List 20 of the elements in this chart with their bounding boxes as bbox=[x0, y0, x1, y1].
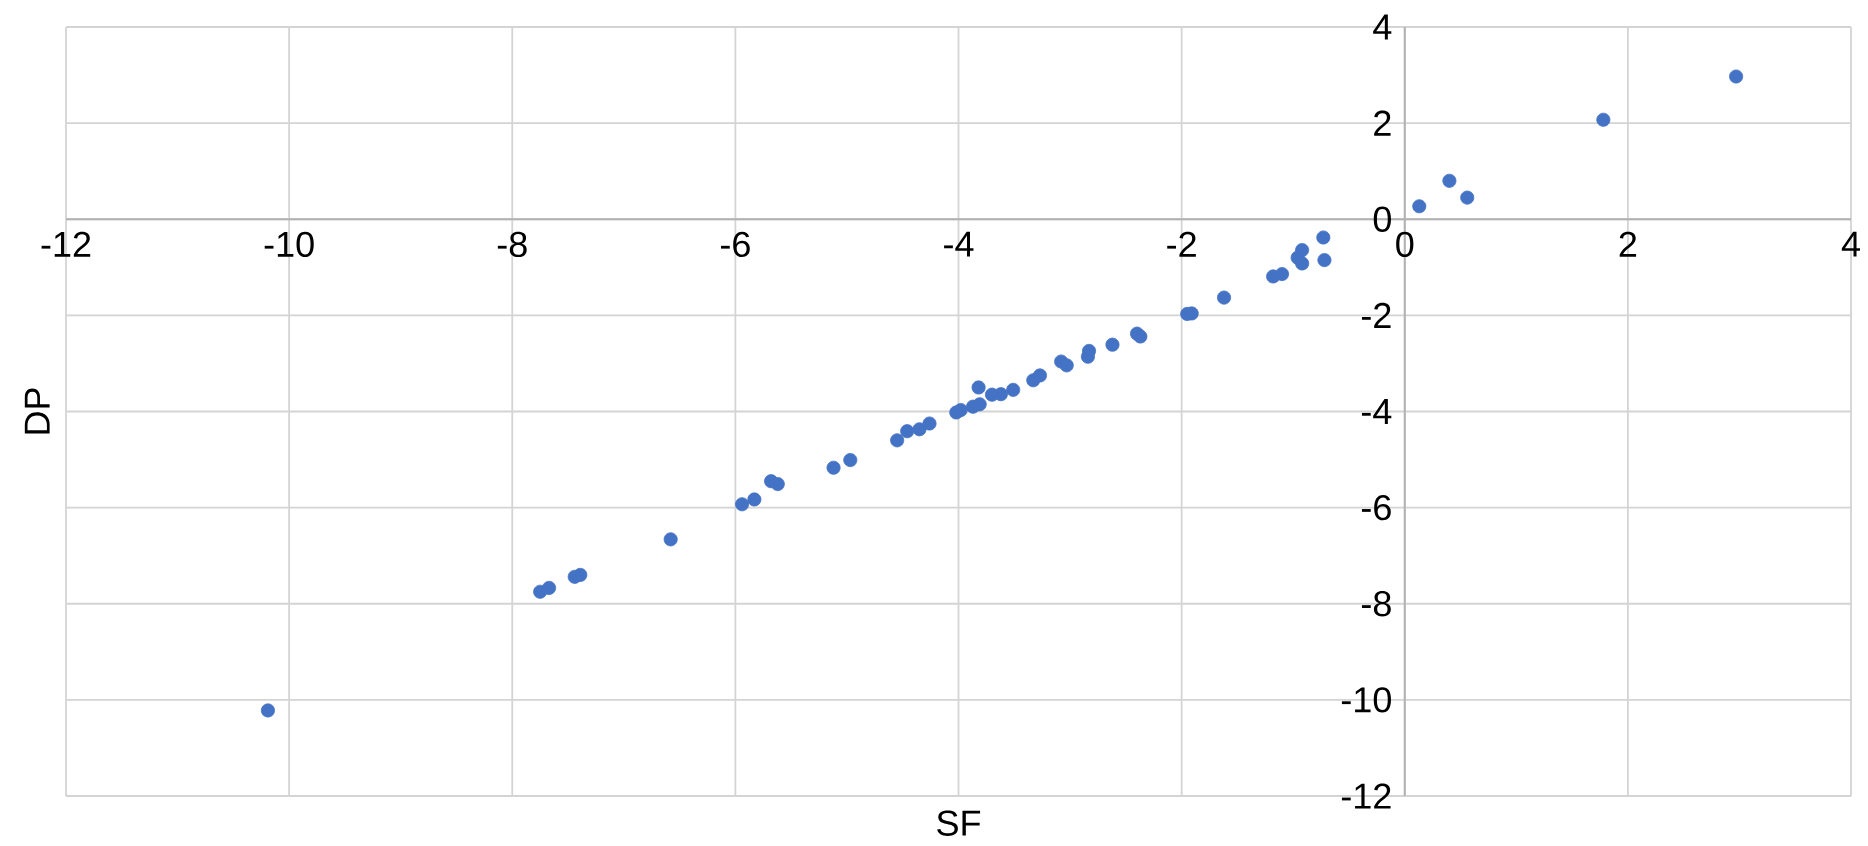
x-axis-title: SF bbox=[937, 810, 981, 836]
y-tick-label: -2 bbox=[1361, 302, 1391, 328]
x-tick-label: -2 bbox=[1167, 231, 1196, 257]
y-tick-label: 2 bbox=[1374, 110, 1391, 136]
x-tick-label: 0 bbox=[1396, 231, 1414, 258]
x-tick-label: -10 bbox=[264, 231, 314, 258]
y-tick-label: -4 bbox=[1361, 399, 1392, 424]
x-tick-label: -6 bbox=[720, 231, 750, 258]
y-axis-title: DP bbox=[24, 388, 50, 434]
y-tick-label: -10 bbox=[1341, 687, 1391, 713]
x-tick-label: -4 bbox=[944, 231, 974, 257]
y-tick-label: 4 bbox=[1373, 14, 1392, 40]
x-tick-label: -12 bbox=[41, 231, 91, 257]
y-tick-label: 0 bbox=[1373, 206, 1391, 232]
y-tick-label: -12 bbox=[1341, 783, 1391, 809]
x-tick-label: 2 bbox=[1619, 231, 1637, 257]
x-tick-label: 4 bbox=[1841, 231, 1860, 257]
y-tick-label: -8 bbox=[1361, 591, 1391, 617]
y-tick-label: -6 bbox=[1361, 494, 1391, 521]
x-tick-label: -8 bbox=[497, 231, 527, 258]
